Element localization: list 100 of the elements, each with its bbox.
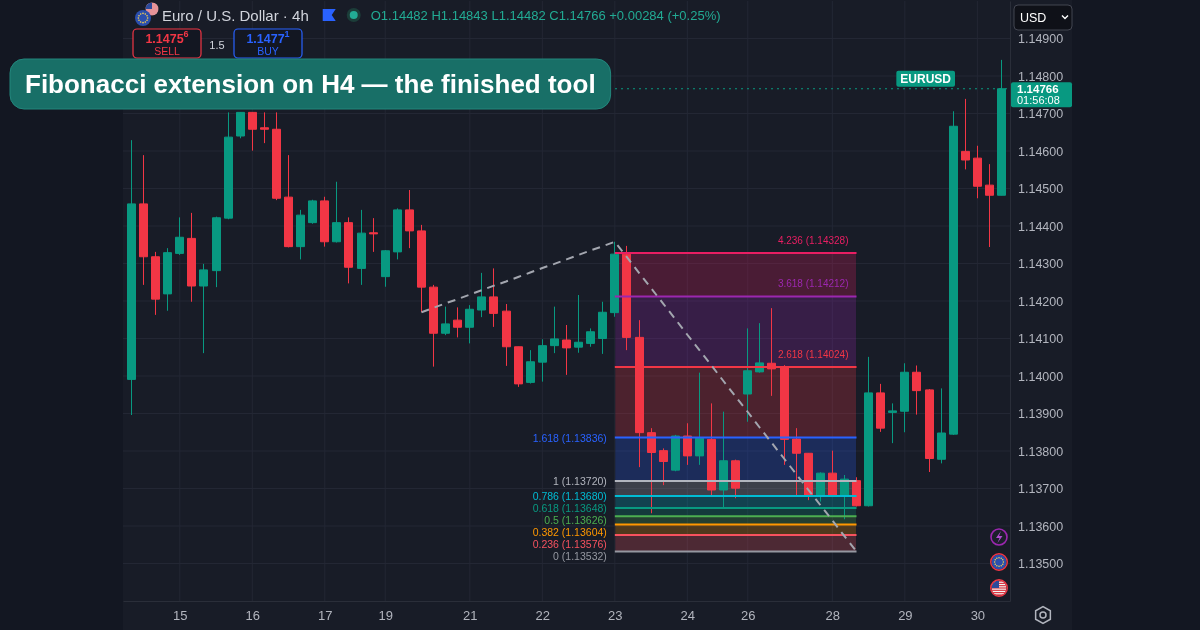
y-tick-label: 1.14200 — [1018, 294, 1064, 309]
x-tick-label: 16 — [245, 608, 261, 624]
ref-line-label: EURUSD — [900, 71, 952, 86]
candlestick — [489, 267, 498, 328]
candlestick — [417, 224, 426, 313]
y-tick-label: 1.14400 — [1018, 219, 1064, 234]
x-tick-label: 21 — [463, 608, 478, 624]
candlestick — [610, 241, 619, 318]
candlestick — [151, 251, 160, 316]
series-label: 0.5 (1.13626) — [544, 514, 607, 526]
series-label: 0.236 (1.13576) — [532, 538, 607, 550]
candlestick — [272, 111, 281, 201]
candlestick — [574, 294, 583, 354]
candlestick — [731, 459, 740, 499]
text: 1.14766 — [1017, 82, 1059, 95]
y-tick-label: 1.13800 — [1018, 444, 1064, 459]
y-tick-label: 1.14700 — [1018, 107, 1064, 121]
candlestick — [900, 362, 909, 433]
x-tick-label: 28 — [825, 608, 841, 624]
y-tick-label: 1.13700 — [1018, 482, 1064, 496]
x-tick-label: 30 — [970, 608, 986, 624]
y-tick-label: 1.13500 — [1018, 557, 1064, 571]
candlestick — [925, 388, 934, 473]
candlestick — [441, 306, 450, 336]
series-label: 0.786 (1.13680) — [532, 490, 607, 502]
candlestick — [465, 304, 474, 344]
candlestick — [175, 216, 184, 256]
y-tick-label: 1.14800 — [1018, 69, 1064, 84]
candlestick — [526, 349, 535, 384]
candlestick — [381, 249, 390, 288]
text: USD — [1020, 10, 1047, 25]
candlestick — [912, 365, 921, 416]
candlestick — [514, 346, 523, 388]
candlestick — [477, 272, 486, 318]
candlestick — [550, 306, 559, 354]
candlestick — [622, 245, 631, 351]
y-tick-label: 1.14900 — [1018, 32, 1064, 46]
series-label: 0.382 (1.13604) — [532, 526, 607, 538]
series-label: 4.236 (1.14328) — [777, 234, 849, 246]
x-tick-label: 17 — [318, 608, 333, 624]
candlestick — [659, 447, 668, 486]
candlestick — [973, 145, 982, 199]
y-tick-label: 1.14300 — [1018, 257, 1064, 271]
annotation: 1.5 — [209, 39, 225, 51]
candlestick — [864, 356, 873, 507]
annotation: SELL — [154, 45, 180, 57]
candlestick — [296, 209, 305, 260]
candlestick — [586, 327, 595, 348]
candlestick — [284, 154, 293, 248]
y-tick-label: 1.13600 — [1018, 519, 1064, 534]
series-label: 1 (1.13720) — [553, 475, 607, 487]
candlestick — [683, 422, 692, 466]
candlestick — [937, 387, 946, 464]
candlestick — [695, 372, 704, 466]
candlestick — [320, 196, 329, 248]
candlestick — [260, 111, 269, 144]
chart-subtitle: Euro / U.S. Dollar · 4h — [162, 6, 309, 24]
candlestick — [876, 383, 885, 433]
x-tick-label: 19 — [378, 608, 393, 624]
y-tick-label: 1.14500 — [1018, 182, 1064, 196]
candlestick — [127, 139, 136, 416]
candlestick — [888, 402, 897, 444]
candlestick — [961, 98, 970, 170]
x-tick-label: 23 — [608, 608, 623, 624]
x-tick-label: 22 — [535, 608, 551, 624]
candlestick — [187, 212, 196, 303]
candlestick — [199, 263, 208, 354]
y-tick-label: 1.14100 — [1018, 332, 1064, 346]
candlestick — [598, 301, 607, 355]
text: 01:56:08 — [1017, 94, 1060, 107]
x-tick-label: 26 — [741, 608, 756, 624]
x-tick-label: 29 — [898, 608, 913, 624]
annotation: BUY — [257, 45, 279, 57]
candlestick — [344, 216, 353, 284]
series-label: 2.618 (1.14024) — [777, 348, 849, 360]
y-tick-label: 1.14600 — [1018, 144, 1064, 159]
candlestick — [743, 327, 752, 423]
y-tick-label: 1.13900 — [1018, 407, 1064, 421]
candlestick — [212, 216, 221, 288]
x-tick-label: 24 — [680, 608, 696, 624]
candlestick — [453, 306, 462, 338]
annotation: O1.14482 H1.14843 L1.14482 C1.14766 +0.00284 (+0.25%) — [370, 7, 721, 23]
candlestick — [139, 154, 148, 286]
candlestick — [647, 427, 656, 514]
candlestick — [405, 189, 414, 249]
text: Fibonacci extension on H4 — the finished tool — [25, 69, 596, 99]
candlestick — [332, 181, 341, 243]
candlestick — [248, 111, 257, 152]
candlestick — [502, 303, 511, 367]
candlestick — [707, 402, 716, 498]
y-tick-label: 1.14000 — [1018, 369, 1064, 384]
candlestick — [357, 209, 366, 286]
annotation: 1.1477$^{1}$ — [246, 28, 290, 46]
series-label: 0.618 (1.13648) — [532, 502, 607, 514]
candlestick — [163, 247, 172, 312]
candlestick — [369, 217, 378, 253]
candlestick — [671, 434, 680, 472]
series-label: 0 (1.13532) — [553, 550, 607, 562]
annotation: 1.1475$^{6}$ — [145, 28, 189, 46]
candlestick — [393, 207, 402, 260]
